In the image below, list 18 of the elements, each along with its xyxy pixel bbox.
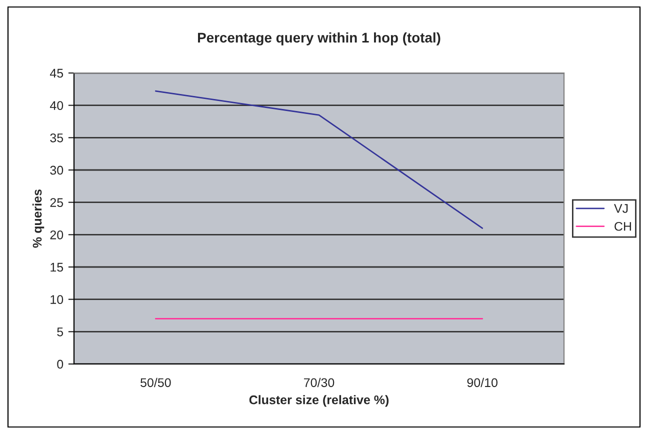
y-tick-label: 20	[50, 230, 64, 240]
y-tick-label: 30	[50, 166, 64, 175]
y-tick-label: 35	[50, 133, 64, 142]
y-tick-label: 40	[50, 101, 64, 110]
y-tick-label: 45	[50, 68, 64, 78]
x-tick-label: 50/50	[140, 378, 171, 388]
legend-label: CH	[614, 222, 631, 231]
chart-title: Percentage query within 1 hop (total)	[198, 32, 440, 46]
y-tick-label: 15	[50, 262, 64, 272]
y-axis-title: % queries	[32, 189, 44, 248]
x-tick-label: 90/10	[467, 378, 498, 388]
y-tick-label: 10	[50, 295, 64, 304]
x-tick-label: 70/30	[304, 378, 334, 388]
x-axis-title: Cluster size (relative %)	[249, 395, 389, 407]
y-tick-label: 25	[50, 198, 64, 207]
legend-label: VJ	[614, 204, 628, 213]
y-tick-label: 5	[57, 328, 64, 336]
y-tick-label: 0	[57, 360, 64, 369]
